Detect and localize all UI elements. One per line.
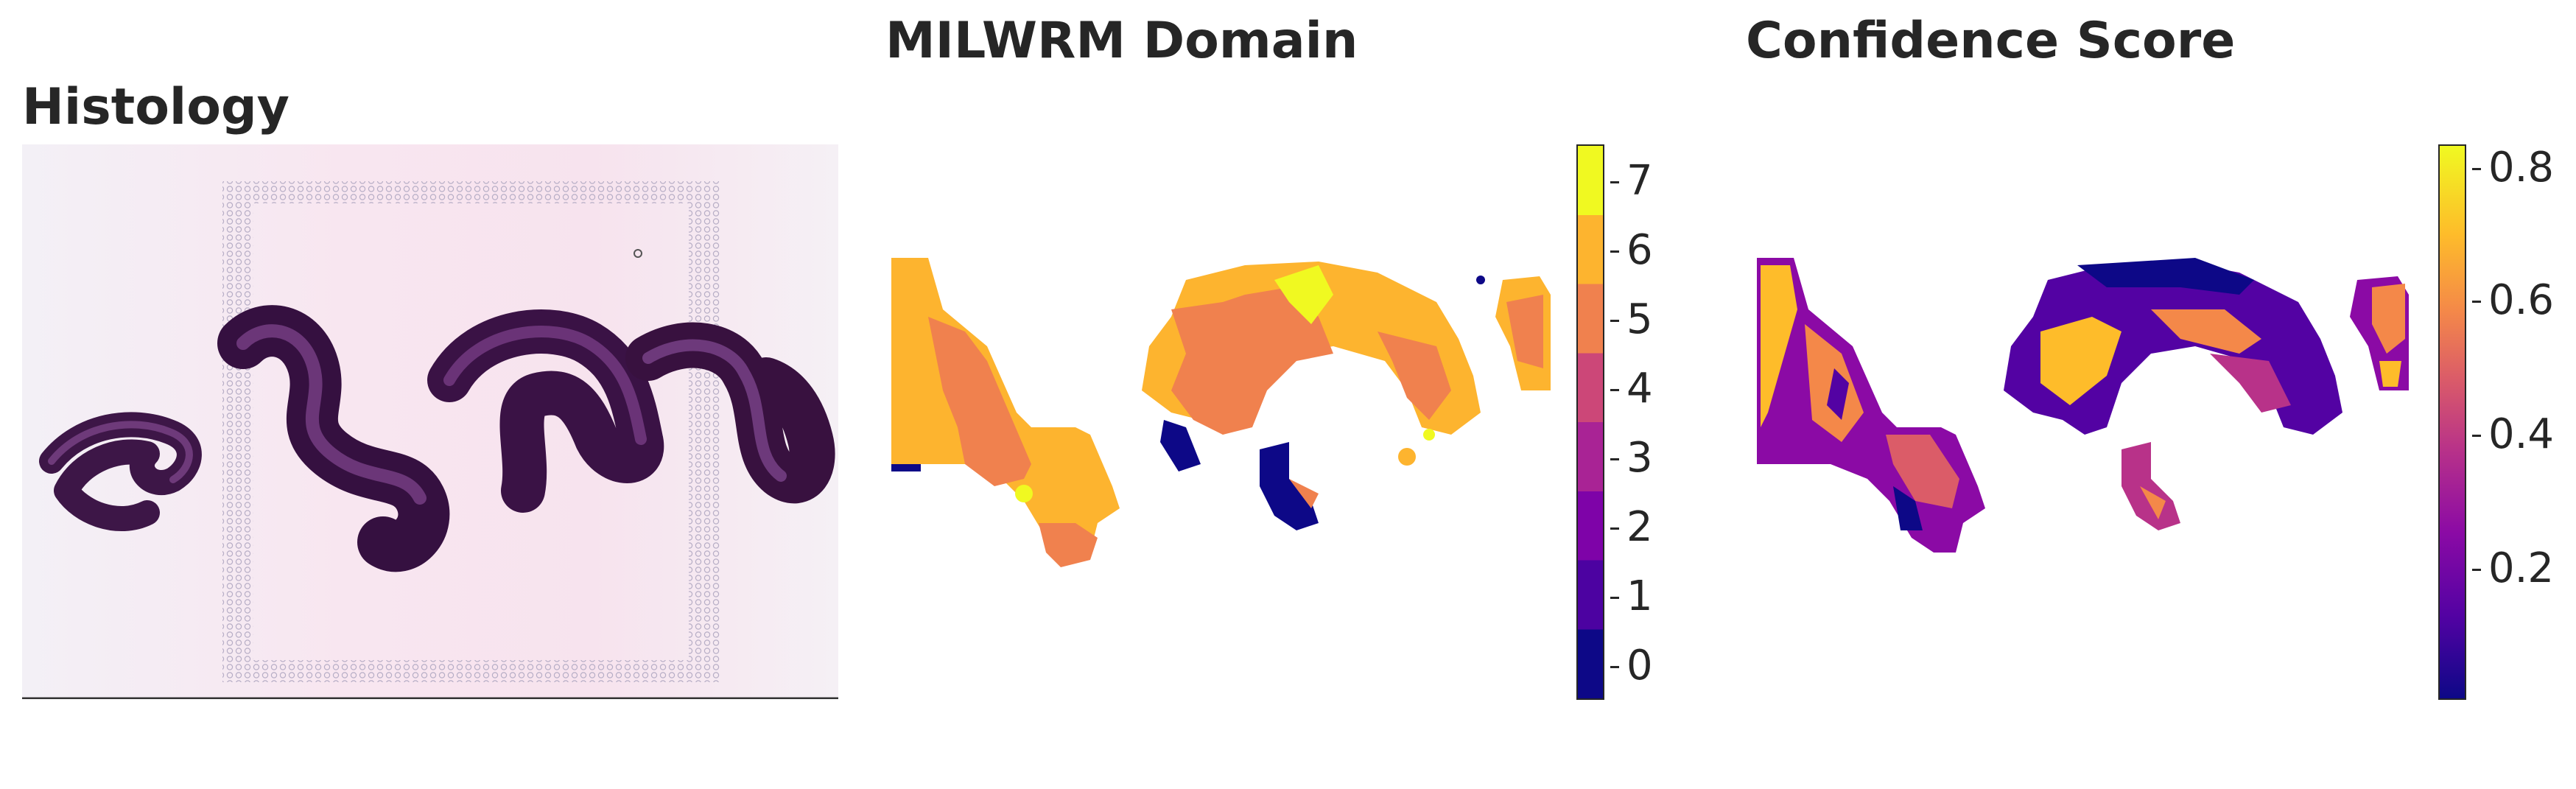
confidence-tick: 0.8 [2471, 144, 2555, 192]
confidence-colorbar [2438, 144, 2466, 700]
domain-colorbar [1576, 144, 1604, 700]
confidence-tick: 0.2 [2471, 544, 2555, 592]
histology-title: Histology [22, 78, 289, 136]
domain-region-middle [1142, 262, 1481, 530]
confidence-tick: 0.4 [2471, 410, 2555, 458]
domain-region-right [1476, 276, 1551, 390]
milwrm-domain-map [891, 258, 1551, 567]
domain-region-left [891, 258, 1120, 567]
domain-title: MILWRM Domain [885, 12, 1358, 70]
domain-tick: 7 [1610, 157, 1653, 205]
histology-image [22, 144, 838, 699]
domain-tick: 4 [1610, 365, 1653, 413]
confidence-tick: 0.6 [2471, 276, 2555, 324]
domain-tick: 3 [1610, 434, 1653, 482]
tissue-sections [39, 305, 835, 572]
domain-tick: 2 [1610, 503, 1653, 551]
domain-tick: 5 [1610, 295, 1653, 343]
capture-area-frame [222, 181, 720, 682]
domain-tick: 1 [1610, 572, 1653, 620]
confidence-region-right [2350, 276, 2409, 390]
domain-tick: 6 [1610, 226, 1653, 274]
confidence-region-left [1757, 258, 1985, 553]
confidence-region-middle [2004, 258, 2342, 530]
confidence-title: Confidence Score [1746, 12, 2236, 70]
confidence-score-map [1757, 258, 2409, 553]
domain-tick: 0 [1610, 642, 1653, 690]
